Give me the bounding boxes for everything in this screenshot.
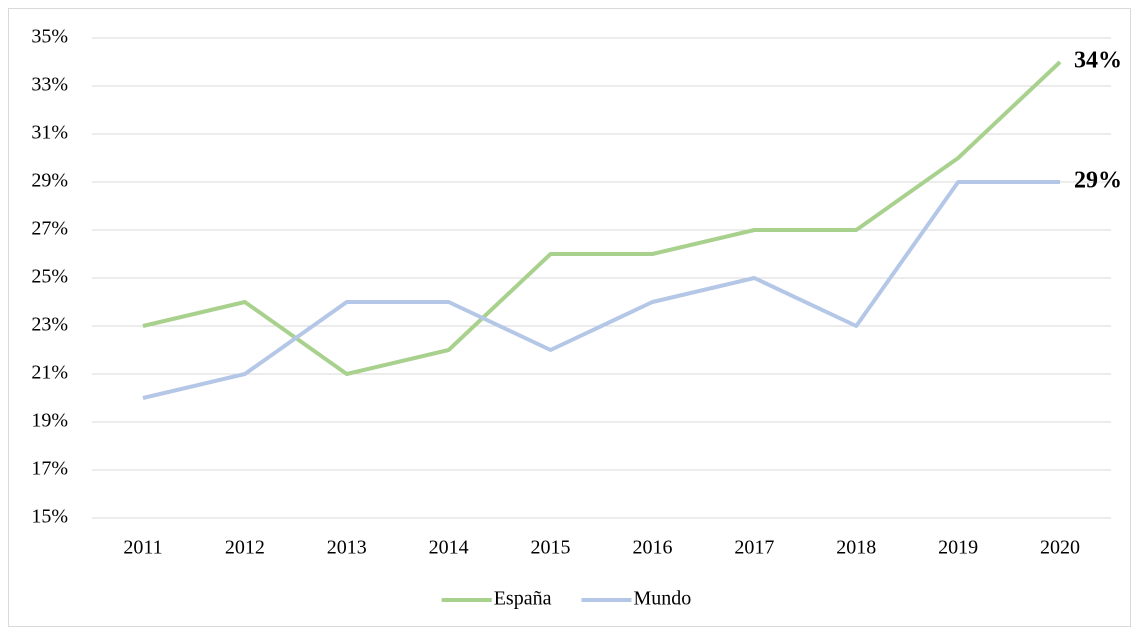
x-tick-label: 2011 bbox=[123, 537, 162, 559]
y-tick-label: 31% bbox=[31, 122, 68, 144]
y-tick-label: 17% bbox=[31, 458, 68, 480]
x-tick-label: 2013 bbox=[327, 537, 367, 559]
y-tick-label: 21% bbox=[31, 362, 68, 384]
x-tick-label: 2016 bbox=[632, 537, 672, 559]
y-tick-label: 29% bbox=[31, 170, 68, 192]
chart-border bbox=[8, 8, 1131, 627]
legend-label: Mundo bbox=[633, 588, 691, 610]
legend-label: España bbox=[494, 588, 552, 610]
y-tick-label: 27% bbox=[31, 218, 68, 240]
data-label: 34% bbox=[1074, 48, 1122, 74]
y-tick-label: 19% bbox=[31, 410, 68, 432]
x-tick-label: 2017 bbox=[734, 537, 774, 559]
y-tick-label: 35% bbox=[31, 26, 68, 48]
x-tick-label: 2020 bbox=[1040, 537, 1080, 559]
x-tick-label: 2012 bbox=[225, 537, 265, 559]
x-tick-label: 2019 bbox=[938, 537, 978, 559]
y-tick-label: 33% bbox=[31, 74, 68, 96]
y-tick-label: 15% bbox=[31, 506, 68, 528]
x-tick-label: 2018 bbox=[836, 537, 876, 559]
series-line bbox=[142, 180, 1061, 400]
y-tick-label: 23% bbox=[31, 314, 68, 336]
y-tick-label: 25% bbox=[31, 266, 68, 288]
x-tick-label: 2015 bbox=[531, 537, 571, 559]
legend: España Mundo bbox=[441, 588, 691, 610]
data-label: 29% bbox=[1074, 168, 1122, 194]
x-tick-label: 2014 bbox=[429, 537, 469, 559]
